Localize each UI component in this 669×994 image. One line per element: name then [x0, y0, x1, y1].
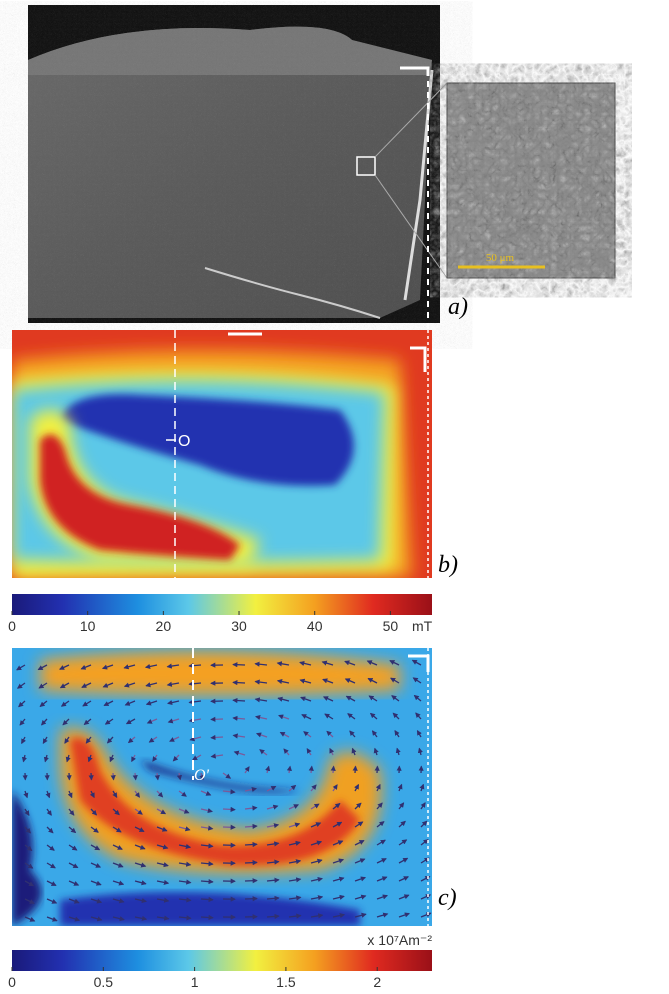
vector-arrow	[201, 899, 213, 900]
colorbar-unit: mT	[412, 618, 433, 634]
colorbar-gradient	[12, 950, 432, 971]
current-map	[12, 648, 432, 926]
panel-b: O b) 0 10 20 30 40 50 mT	[8, 330, 458, 634]
vector-arrow	[245, 844, 257, 845]
scale-bar-label: 50 μm	[486, 252, 515, 264]
colorbar-tick-label: 30	[231, 618, 247, 634]
colorbar-tick-label: 10	[80, 618, 96, 634]
colorbar-tick-label: 0	[8, 974, 16, 990]
panel-c: O' c) x 10⁷Am⁻² 0 0.5 1 1.5 2	[8, 648, 457, 990]
panel-label: b)	[438, 552, 458, 578]
colorbar-unit: x 10⁷Am⁻²	[367, 932, 432, 948]
vector-arrow	[201, 917, 213, 918]
vector-arrow	[355, 766, 356, 773]
vector-arrow	[333, 766, 334, 773]
vector-arrow	[233, 664, 245, 665]
colorbar-tick-label: 0.5	[94, 974, 114, 990]
colorbar-gradient	[12, 594, 432, 615]
colorbar-tick-label: 1.5	[276, 974, 296, 990]
vector-arrow	[223, 809, 235, 810]
vector-arrow	[245, 862, 257, 863]
colorbar: 0 0.5 1 1.5 2	[8, 950, 432, 990]
colorbar-tick-label: 2	[373, 974, 381, 990]
vector-arrow	[311, 766, 312, 773]
panel-a: 50 μm a)	[28, 5, 615, 330]
vector-arrow	[135, 773, 136, 780]
field-map	[12, 330, 432, 578]
colorbar: 0 10 20 30 40 50 mT	[8, 594, 433, 634]
colorbar-tick-label: 0	[8, 618, 16, 634]
vector-arrow	[113, 773, 114, 780]
colorbar-tick-label: 50	[383, 618, 399, 634]
colorbar-tick-label: 20	[156, 618, 172, 634]
point-label: O	[178, 433, 190, 450]
colorbar-tick-label: 1	[191, 974, 199, 990]
vector-arrow	[211, 737, 223, 738]
point-label: O'	[194, 767, 210, 784]
vector-arrow	[157, 773, 158, 780]
colorbar-tick-label: 40	[307, 618, 323, 634]
vector-arrow	[233, 682, 245, 683]
figure: 50 μm a) O b) 01020304050mT O' c) x 10⁷A…	[0, 0, 669, 994]
vector-arrow	[267, 916, 279, 917]
panel-label: a)	[448, 294, 468, 320]
panel-label: c)	[438, 885, 457, 911]
inset-texture	[447, 83, 615, 278]
vector-arrow	[233, 700, 245, 701]
